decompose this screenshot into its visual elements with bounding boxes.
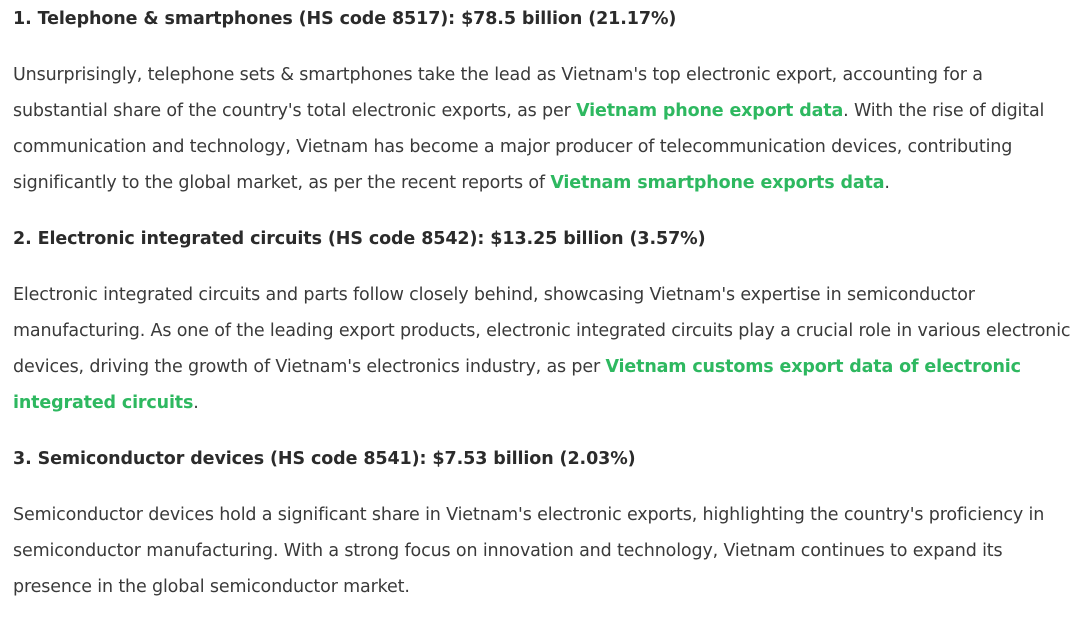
paragraph-text: Electronic integrated circuits and parts… <box>13 285 1071 377</box>
section-paragraph-semiconductor-devices: Semiconductor devices hold a significant… <box>13 497 1076 605</box>
vietnam-customs-export-data-link[interactable]: Vietnam customs export data of electroni… <box>13 357 1021 413</box>
paragraph-text: . With the rise of digital communication… <box>13 101 1045 193</box>
section-heading-semiconductor-devices: 3. Semiconductor devices (HS code 8541):… <box>13 449 636 469</box>
section-heading-telephone-smartphones: 1. Telephone & smartphones (HS code 8517… <box>13 9 677 29</box>
paragraph-text: Semiconductor devices hold a significant… <box>13 505 1045 597</box>
paragraph-text: Unsurprisingly, telephone sets & smartph… <box>13 65 983 121</box>
paragraph-text: . <box>193 393 199 413</box>
section-paragraph-integrated-circuits: Electronic integrated circuits and parts… <box>13 277 1076 421</box>
paragraph-text: . <box>884 173 890 193</box>
section-paragraph-telephone-smartphones: Unsurprisingly, telephone sets & smartph… <box>13 57 1076 201</box>
section-heading-integrated-circuits: 2. Electronic integrated circuits (HS co… <box>13 229 706 249</box>
vietnam-phone-export-data-link[interactable]: Vietnam phone export data <box>576 101 844 121</box>
vietnam-smartphone-exports-data-link[interactable]: Vietnam smartphone exports data <box>550 173 885 193</box>
